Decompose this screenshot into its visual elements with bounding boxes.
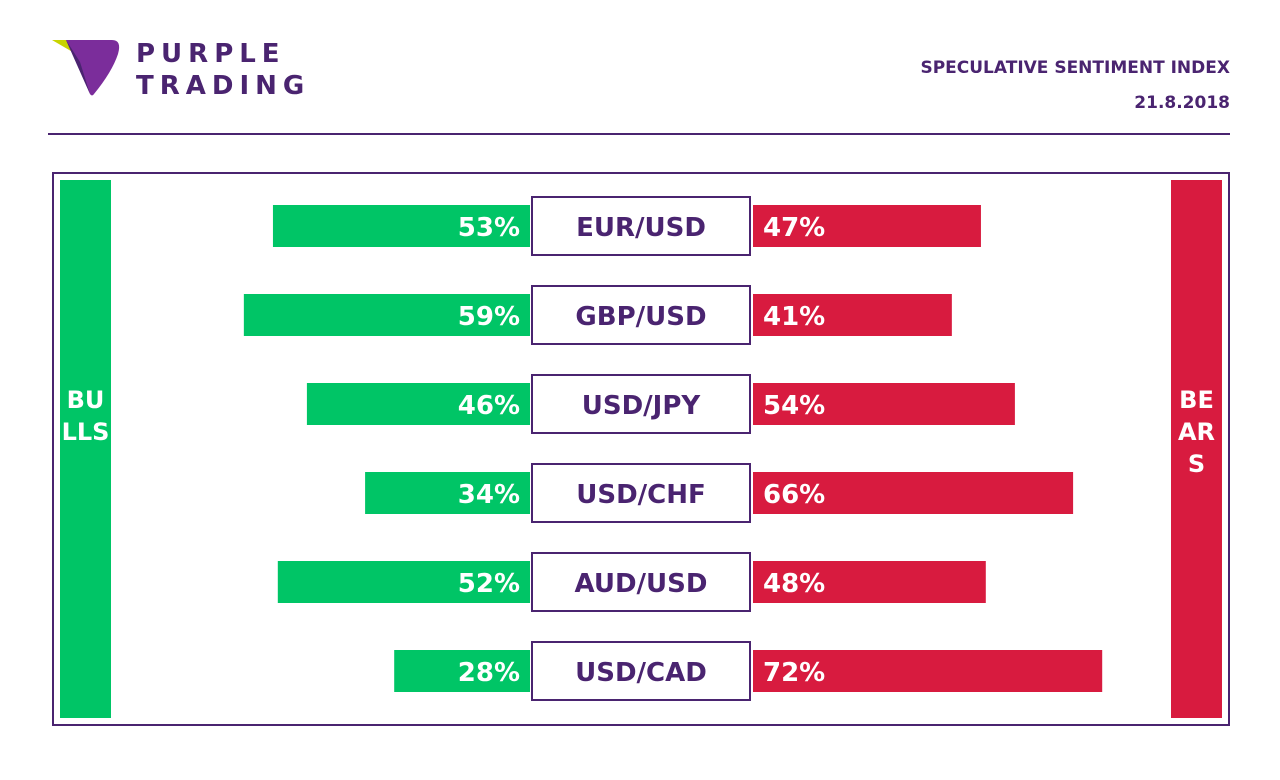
pair-box-gbp-usd <box>531 285 751 345</box>
index-title: SPECULATIVE SENTIMENT INDEX <box>920 58 1230 78</box>
purple-trading-logo <box>52 40 120 96</box>
bear-value-usd-cad: 72% <box>763 658 825 688</box>
bull-bar-usd-jpy <box>306 383 530 425</box>
bull-value-eur-usd: 53% <box>458 213 520 243</box>
bull-value-gbp-usd: 59% <box>458 302 520 332</box>
brand-line-1: PURPLE <box>136 39 286 69</box>
bear-value-gbp-usd: 41% <box>763 302 825 332</box>
logo-dark-shape <box>66 40 90 94</box>
brand-line-2: TRADING <box>136 71 311 101</box>
bull-bar-gbp-usd <box>243 294 530 336</box>
chart-frame <box>52 172 1230 726</box>
bull-value-usd-chf: 34% <box>458 480 520 510</box>
pair-box-eur-usd <box>531 196 751 256</box>
bull-value-usd-jpy: 46% <box>458 391 520 421</box>
bears-label: BEARS <box>1177 386 1216 478</box>
bear-value-usd-chf: 66% <box>763 480 825 510</box>
pair-label-usd-cad: USD/CAD <box>575 658 707 688</box>
pair-label-eur-usd: EUR/USD <box>576 213 706 243</box>
pair-box-usd-cad <box>531 641 751 701</box>
pair-label-usd-jpy: USD/JPY <box>582 391 702 421</box>
bear-value-eur-usd: 47% <box>763 213 825 243</box>
header-divider <box>48 133 1230 135</box>
pair-label-gbp-usd: GBP/USD <box>575 302 706 332</box>
bull-bar-usd-cad <box>394 650 530 692</box>
bull-bar-usd-chf <box>365 472 530 514</box>
bulls-label: BULLS <box>61 386 110 446</box>
pair-box-aud-usd <box>531 552 751 612</box>
bear-bar-eur-usd <box>753 205 981 247</box>
bears-side-bar: BEARS <box>1171 180 1222 718</box>
bear-bar-usd-cad <box>753 650 1103 692</box>
pair-box-usd-chf <box>531 463 751 523</box>
pair-label-usd-chf: USD/CHF <box>576 480 706 510</box>
bear-bar-aud-usd <box>753 561 986 603</box>
bull-bar-aud-usd <box>277 561 530 603</box>
pair-box-usd-jpy <box>531 374 751 434</box>
bear-bar-gbp-usd <box>753 294 952 336</box>
bear-bar-usd-jpy <box>753 383 1015 425</box>
bear-value-usd-jpy: 54% <box>763 391 825 421</box>
brand-name: PURPLE TRADING <box>136 38 310 102</box>
pair-label-aud-usd: AUD/USD <box>575 569 708 599</box>
bulls-side-bar: BULLS <box>60 180 111 718</box>
bear-bar-usd-chf <box>753 472 1074 514</box>
bull-value-aud-usd: 52% <box>458 569 520 599</box>
bull-bar-eur-usd <box>272 205 530 247</box>
bear-value-aud-usd: 48% <box>763 569 825 599</box>
logo-purple-shape <box>66 40 120 96</box>
bull-value-usd-cad: 28% <box>458 658 520 688</box>
index-date: 21.8.2018 <box>1134 93 1230 113</box>
